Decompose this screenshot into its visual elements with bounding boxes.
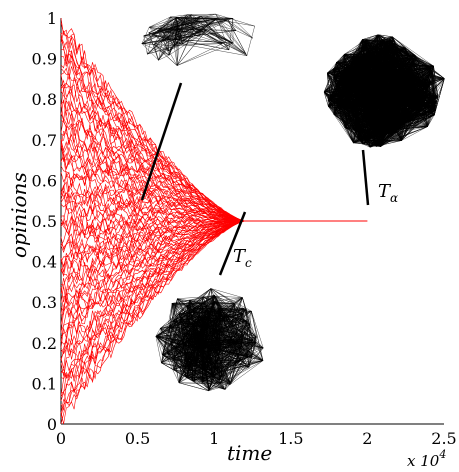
y-tick-label: 0.2 <box>32 334 57 353</box>
y-tick-label: 0.8 <box>32 90 57 109</box>
opinion-trajectory <box>60 139 245 222</box>
network-early-inset <box>141 13 255 66</box>
opinion-trajectory <box>60 36 245 222</box>
y-tick-label: 1 <box>47 9 57 28</box>
opinion-trajectory <box>60 220 245 331</box>
y-tick-label: 0 <box>47 415 57 434</box>
pointer-line-early <box>140 82 183 201</box>
opinion-trajectory <box>60 17 245 222</box>
y-tick-label: 0.9 <box>32 50 57 69</box>
annotation-talpha: Tα <box>378 181 398 205</box>
opinion-trajectory <box>60 220 245 313</box>
opinion-trajectory <box>60 220 245 414</box>
y-tick-label: 0.5 <box>32 212 57 231</box>
y-tick-label: 0.6 <box>32 171 57 190</box>
x-tick-label: 0 <box>56 429 66 448</box>
x-tick-label: 2 <box>362 429 372 448</box>
y-tick-label: 0.3 <box>32 293 57 312</box>
opinion-trajectory <box>60 220 245 359</box>
opinion-trajectory <box>60 220 245 279</box>
opinion-trajectory <box>60 100 245 222</box>
x-tick-label: 1 <box>209 429 219 448</box>
x-tick-label: 1.5 <box>278 429 303 448</box>
opinion-trajectory <box>60 68 245 222</box>
opinion-trajectory <box>60 220 245 280</box>
network-consensus-inset <box>155 288 264 391</box>
x-tick-label: 0.5 <box>125 429 150 448</box>
network-final-inset <box>323 34 445 148</box>
opinion-trajectory <box>60 99 245 222</box>
opinion-trajectory <box>60 220 245 270</box>
opinion-trajectory <box>60 30 245 222</box>
opinion-trajectory <box>60 99 245 222</box>
opinion-trajectory <box>60 220 245 251</box>
x-tick-label: 2.5 <box>431 429 456 448</box>
x-multiplier: x 104 <box>407 448 446 470</box>
opinion-trajectory <box>60 140 245 222</box>
pointer-line-tc <box>218 211 247 276</box>
opinion-trajectory <box>60 182 245 222</box>
opinion-trajectory <box>60 141 245 222</box>
opinion-trajectory <box>60 171 245 222</box>
network-edges <box>323 34 445 148</box>
opinion-trajectory <box>60 220 245 345</box>
network-edges <box>155 288 264 391</box>
trajectories <box>60 17 368 425</box>
network-edges <box>141 13 255 66</box>
opinion-trajectory <box>60 157 245 222</box>
opinion-trajectory <box>60 22 245 222</box>
y-tick-labels: 0 0.1 0.2 0.3 0.4 0.5 0.6 0.7 0.8 0.9 1 <box>32 9 57 434</box>
x-axis-label: time <box>227 441 272 465</box>
annotation-tc: Tc <box>233 246 252 270</box>
y-tick-label: 0.1 <box>32 374 57 393</box>
opinion-trajectory <box>60 32 245 222</box>
opinion-trajectory <box>60 220 245 337</box>
y-axis-label: opinions <box>7 172 31 258</box>
opinion-trajectory <box>60 207 245 229</box>
pointer-line-talpha <box>361 149 370 206</box>
opinion-trajectory <box>60 220 245 396</box>
opinion-trajectory <box>60 220 245 394</box>
y-tick-label: 0.4 <box>32 253 57 272</box>
y-tick-label: 0.7 <box>32 131 57 150</box>
x-tick-labels: 0 0.5 1 1.5 2 2.5 <box>56 429 457 448</box>
